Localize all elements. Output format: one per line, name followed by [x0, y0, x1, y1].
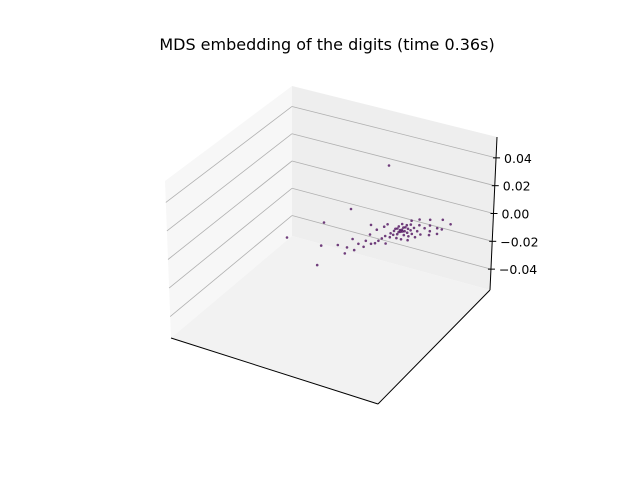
z-axis-ticks: −0.04 −0.02 0.00 0.02 0.04 — [487, 151, 539, 277]
scatter-point — [391, 233, 395, 237]
z-gridline-back — [291, 160, 494, 214]
chart-title: MDS embedding of the digits (time 0.36s) — [159, 35, 494, 54]
z-gridline-back — [291, 106, 497, 159]
scatter-point — [404, 226, 407, 229]
z-gridline-left — [169, 215, 293, 317]
scatter-point — [406, 227, 410, 231]
scatter-point — [336, 243, 340, 247]
scatter-point — [369, 223, 373, 227]
left-pane — [165, 86, 292, 338]
scatter-point — [399, 238, 403, 241]
scatter-point — [401, 230, 404, 233]
scatter-point — [362, 245, 365, 249]
z-tick-label: 0.00 — [502, 207, 530, 222]
scatter-point — [418, 223, 421, 227]
scatter-point — [387, 164, 391, 167]
plot-3d-axes: −0.04 −0.02 0.00 0.02 0.04 — [165, 86, 539, 405]
z-tick-label: 0.04 — [504, 151, 532, 166]
scatter-point — [413, 235, 417, 239]
y-axis-line — [377, 289, 491, 405]
scatter-point — [343, 252, 347, 255]
z-gridline-left — [165, 106, 293, 203]
scatter-point — [375, 228, 379, 231]
scatter-point — [351, 237, 354, 241]
scatter-point — [440, 228, 444, 231]
scatter-point — [428, 218, 432, 222]
scatter-points — [285, 164, 452, 267]
scatter-point — [388, 235, 392, 239]
scatter-point — [349, 207, 353, 211]
scatter-point — [364, 239, 368, 243]
scatter-point — [357, 242, 360, 246]
scatter-point — [406, 238, 409, 242]
scatter-point — [397, 225, 401, 228]
scatter-point — [402, 233, 406, 237]
z-tick-label: −0.02 — [500, 234, 538, 249]
scatter-point — [403, 229, 406, 233]
scatter-point — [383, 234, 387, 238]
z-gridline-back — [291, 187, 493, 242]
scatter-point — [427, 233, 431, 237]
scatter-point — [345, 246, 349, 249]
scatter-point — [397, 230, 400, 234]
scatter-point — [285, 236, 289, 239]
z-gridline-back — [291, 215, 492, 270]
scatter-point — [394, 227, 397, 231]
scatter-point — [395, 236, 398, 240]
scatter-point — [368, 233, 372, 236]
scatter-point — [373, 241, 377, 245]
z-gridline-left — [166, 133, 293, 232]
grid-lines — [165, 106, 497, 317]
z-tick-label: −0.04 — [499, 262, 537, 277]
scatter-point — [380, 237, 384, 240]
scatter-point — [410, 232, 414, 236]
scatter-point — [419, 233, 422, 236]
scatter-point — [412, 226, 416, 230]
z-gridline-left — [168, 187, 293, 289]
z-tick-label: 0.02 — [503, 179, 531, 194]
scatter-point — [405, 223, 409, 227]
scatter-point — [435, 232, 439, 236]
scatter-point — [369, 242, 373, 246]
scatter-point — [319, 244, 323, 247]
scatter-point — [418, 218, 421, 221]
scatter-point — [409, 229, 412, 232]
scatter-point — [400, 222, 404, 226]
scatter-point — [435, 226, 439, 230]
scatter-point — [322, 221, 326, 224]
x-axis-line — [170, 337, 379, 405]
scatter-point — [392, 229, 396, 233]
scatter-point — [386, 223, 389, 226]
scatter-point — [409, 223, 413, 226]
scatter-point — [428, 229, 432, 233]
scatter-point — [377, 239, 380, 243]
scatter-point — [396, 227, 399, 230]
scatter-point — [428, 224, 432, 227]
scatter-point — [405, 231, 409, 234]
scatter-point — [389, 232, 392, 235]
scatter-point — [352, 248, 356, 252]
floor-pane — [171, 236, 490, 404]
scatter-point — [399, 230, 402, 234]
scatter-point — [441, 218, 445, 222]
scatter-point — [410, 219, 413, 222]
scatter-point — [415, 229, 419, 233]
scatter-point — [423, 226, 426, 230]
scatter-point — [382, 225, 386, 228]
scatter-point — [315, 263, 319, 267]
z-gridline-back — [291, 133, 495, 187]
scatter-point — [449, 223, 452, 226]
z-gridline-left — [167, 160, 293, 260]
scatter-point — [384, 242, 387, 245]
scatter-point — [407, 235, 410, 238]
scatter-point — [395, 232, 399, 236]
scatter-point — [402, 226, 405, 229]
